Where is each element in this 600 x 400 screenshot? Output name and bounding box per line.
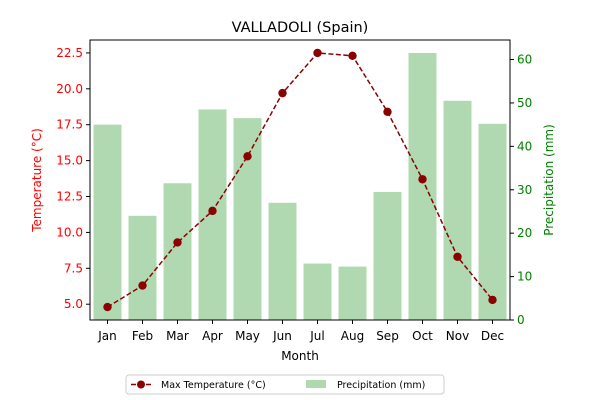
legend-bar-swatch bbox=[306, 380, 326, 388]
left-tick-label: 22.5 bbox=[56, 46, 83, 60]
x-tick-label: Dec bbox=[481, 329, 504, 343]
temperature-line-path bbox=[107, 52, 494, 308]
x-tick-label: Jun bbox=[272, 329, 292, 343]
temp-point-jun bbox=[278, 88, 287, 98]
precip-bar-aug bbox=[338, 266, 367, 320]
left-tick-label: 15.0 bbox=[56, 154, 83, 168]
temp-point-feb bbox=[138, 281, 147, 290]
left-tick-label: 5.0 bbox=[64, 297, 83, 311]
precip-bar-oct bbox=[408, 53, 437, 320]
temp-point-jan bbox=[103, 302, 112, 312]
right-tick-label: 60 bbox=[517, 53, 532, 67]
temp-point-dec bbox=[488, 295, 497, 305]
left-axis-ticks: 5.0 7.5 10.0 12.5 15.0 17.5 20.0 22.5 bbox=[56, 46, 90, 311]
x-tick-label: Oct bbox=[412, 329, 433, 343]
precip-bar-jan bbox=[93, 124, 122, 321]
x-tick-label: Apr bbox=[202, 329, 223, 343]
right-tick-label: 30 bbox=[517, 183, 532, 197]
right-tick-label: 0 bbox=[517, 313, 525, 327]
right-tick-label: 50 bbox=[517, 96, 532, 110]
x-tick-label: Sep bbox=[376, 329, 399, 343]
legend-line-marker bbox=[137, 380, 145, 389]
temp-point-mar bbox=[173, 238, 182, 247]
x-tick-label: Mar bbox=[166, 329, 189, 343]
x-tick-label: Aug bbox=[341, 329, 364, 343]
x-axis-label: Month bbox=[281, 349, 319, 363]
precipitation-bars bbox=[93, 53, 507, 321]
left-tick-label: 7.5 bbox=[64, 261, 83, 275]
temp-point-nov bbox=[453, 252, 462, 262]
left-tick-label: 20.0 bbox=[56, 82, 83, 96]
x-tick-label: Jan bbox=[97, 329, 117, 343]
left-tick-label: 12.5 bbox=[56, 190, 83, 204]
legend-frame bbox=[125, 374, 445, 395]
left-tick-label: 17.5 bbox=[56, 118, 83, 132]
x-axis-ticks: Jan Feb Mar Apr May Jun Jul Aug Sep Oct Nov Dec bbox=[97, 320, 504, 343]
x-tick-label: May bbox=[235, 329, 260, 343]
x-tick-label: Feb bbox=[132, 329, 153, 343]
precip-bar-sep bbox=[373, 191, 402, 320]
temp-point-jul bbox=[313, 48, 322, 58]
x-tick-label: Jul bbox=[309, 329, 324, 343]
legend-label-temperature: Max Temperature (°C) bbox=[161, 380, 266, 391]
right-tick-label: 40 bbox=[517, 139, 532, 153]
temp-point-apr bbox=[208, 206, 217, 216]
legend-label-precipitation: Precipitation (mm) bbox=[337, 380, 425, 391]
temperature-line bbox=[103, 48, 497, 312]
temp-point-oct bbox=[418, 175, 427, 184]
x-tick-label: Nov bbox=[446, 329, 469, 343]
precip-bar-feb bbox=[128, 215, 157, 320]
precip-bar-may bbox=[233, 118, 262, 321]
precip-bar-jul bbox=[303, 263, 332, 320]
right-tick-label: 20 bbox=[517, 226, 532, 240]
precip-bar-jun bbox=[268, 202, 297, 320]
right-axis-ticks: 0 10 20 30 40 50 60 bbox=[510, 53, 532, 327]
precip-bar-dec bbox=[478, 123, 507, 320]
temp-point-sep bbox=[383, 107, 392, 116]
temp-point-aug bbox=[348, 51, 357, 60]
legend: Max Temperature (°C) Precipitation (mm) bbox=[125, 374, 445, 395]
chart-title: VALLADOLI (Spain) bbox=[232, 20, 369, 36]
temp-point-may bbox=[243, 152, 252, 161]
precip-bar-nov bbox=[443, 100, 472, 320]
left-axis-label: Temperature (°C) bbox=[30, 128, 44, 233]
plot-frame bbox=[89, 39, 511, 321]
right-axis-label: Precipitation (mm) bbox=[542, 124, 556, 236]
left-tick-label: 10.0 bbox=[56, 225, 83, 239]
precip-bar-mar bbox=[163, 183, 192, 320]
right-tick-label: 10 bbox=[517, 270, 532, 284]
